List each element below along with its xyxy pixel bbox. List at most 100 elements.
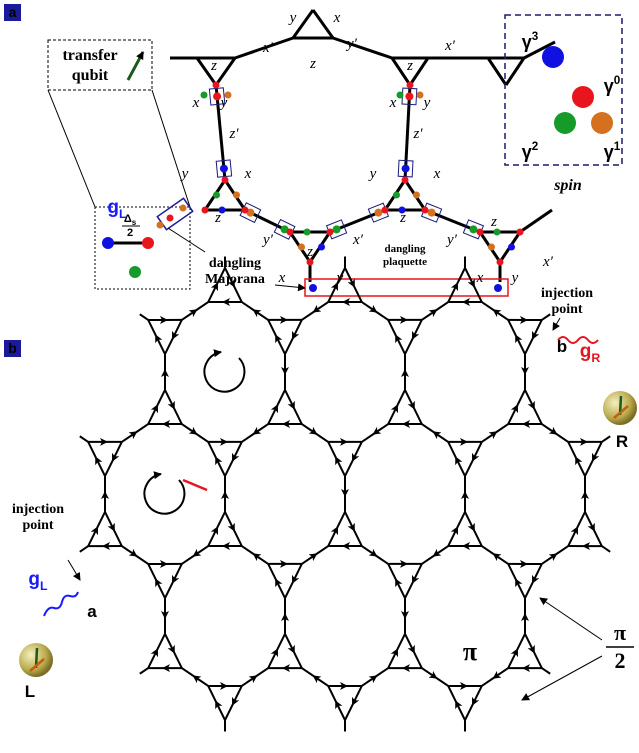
line: [601, 435, 611, 443]
line: [552, 317, 561, 331]
injection-point-text: point: [22, 518, 53, 533]
triangle-edge: [507, 319, 526, 355]
triangle-edge: [447, 267, 466, 303]
subscript: L: [40, 579, 48, 593]
bond-label: y: [510, 270, 519, 286]
triangle-edge: [267, 319, 286, 355]
triangle-edge: [464, 441, 483, 477]
majorana: [212, 81, 220, 89]
bond-label: x′: [444, 38, 456, 54]
superscript: 3: [532, 30, 539, 43]
triangle-edge: [147, 633, 166, 669]
triangle-edge: [147, 319, 166, 355]
majorana: [309, 284, 317, 292]
triangle-edge: [224, 441, 243, 477]
triangle-edge: [567, 511, 586, 547]
majorana: [166, 214, 174, 222]
injection-point-text: point: [551, 302, 582, 317]
triangle-edge: [284, 633, 303, 669]
triangle-edge: [207, 685, 226, 721]
bond-label: z′: [228, 126, 239, 142]
triangle-edge: [404, 633, 423, 669]
bond-label: z: [306, 244, 313, 260]
transfer-box: [47, 39, 153, 91]
majorana: [406, 81, 414, 89]
triangle-edge: [327, 267, 346, 303]
line: [79, 435, 89, 443]
reservoir-label: L: [25, 682, 35, 701]
majorana: [427, 208, 436, 217]
triangle-edge: [207, 441, 226, 477]
coupling-wave: [43, 591, 79, 617]
majorana: [218, 206, 226, 214]
triangle-edge: [464, 685, 483, 721]
line: [291, 9, 315, 39]
line: [79, 545, 89, 553]
majorana: [201, 206, 209, 214]
link: [301, 545, 329, 565]
bond-label: z: [490, 214, 497, 230]
spin-box: [504, 14, 623, 166]
bond-label: x: [333, 10, 341, 26]
bond-label: x: [389, 95, 397, 111]
link: [421, 545, 449, 565]
dangling-plaquette-text: plaquette: [383, 256, 427, 268]
triangle-edge: [267, 633, 286, 669]
link: [301, 667, 329, 687]
triangle-edge: [224, 267, 243, 303]
majorana-label: γ1: [604, 140, 621, 162]
triangle-edge: [224, 511, 243, 547]
bond-label: z: [214, 210, 221, 226]
line: [126, 51, 145, 81]
triangle-edge: [284, 563, 303, 599]
bond-label: z: [399, 210, 406, 226]
majorana: [401, 164, 410, 173]
majorana: [306, 258, 314, 266]
lead-label: a: [87, 602, 97, 621]
injection-point-text: injection: [541, 286, 593, 301]
majorana: [516, 228, 524, 236]
coupling-wave: [557, 336, 599, 344]
link: [301, 423, 329, 443]
majorana-label: γ2: [522, 140, 539, 162]
dangling-majorana-text: dangling: [209, 256, 261, 271]
majorana: [469, 225, 478, 234]
triangle-edge: [207, 267, 226, 303]
link: [421, 667, 449, 687]
triangle-edge: [387, 633, 406, 669]
majorana: [496, 258, 504, 266]
majorana: [381, 206, 389, 214]
bond-label: x: [278, 270, 286, 286]
line: [332, 36, 393, 60]
triangle-edge: [404, 319, 423, 355]
bond-label: y: [180, 166, 189, 182]
gap-denominator: 2: [127, 227, 133, 239]
bond-label: y: [288, 10, 297, 26]
majorana: [219, 164, 228, 173]
link: [481, 545, 509, 565]
triangle-edge: [447, 511, 466, 547]
line: [234, 36, 294, 60]
line: [408, 57, 430, 86]
bond-label: x: [192, 95, 200, 111]
symbol: g: [580, 341, 592, 362]
coupling-label: gL: [28, 569, 48, 593]
link: [481, 667, 509, 687]
dangling-majorana-text: Majorana: [205, 272, 265, 287]
majorana: [488, 243, 495, 251]
triangle-edge: [387, 319, 406, 355]
symbol: g: [107, 197, 119, 218]
line: [486, 57, 508, 86]
triangle-edge: [164, 563, 183, 599]
link: [241, 545, 269, 565]
triangle-edge: [344, 441, 363, 477]
triangle-edge: [327, 685, 346, 721]
link: [481, 301, 509, 321]
majorana: [476, 228, 484, 236]
bond-label: x: [476, 270, 484, 286]
qubit-box: [94, 206, 191, 290]
majorana: [393, 191, 400, 199]
triangle-edge: [447, 441, 466, 477]
superscript: 1: [614, 140, 621, 153]
majorana: [554, 112, 576, 134]
